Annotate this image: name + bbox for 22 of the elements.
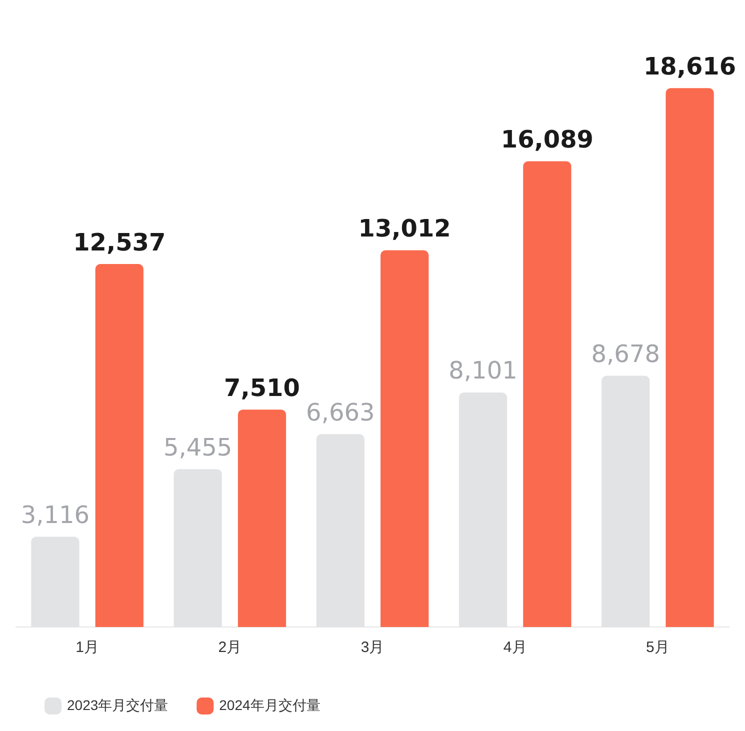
data-label: 3,116 — [20, 501, 90, 530]
x-tick-label: 1月 — [76, 639, 99, 656]
data-label: 18,616 — [643, 52, 736, 80]
data-label: 5,455 — [163, 433, 232, 462]
bar — [238, 410, 286, 627]
bar — [523, 161, 572, 627]
data-label: 7,510 — [224, 374, 300, 402]
data-label: 8,678 — [591, 340, 660, 368]
bar — [380, 250, 429, 627]
data-label: 16,089 — [500, 125, 594, 154]
x-tick-label: 5月 — [646, 639, 670, 656]
x-tick-label: 2月 — [218, 639, 242, 656]
bar — [666, 88, 714, 627]
data-label: 8,101 — [448, 356, 518, 385]
legend-label: 2024年月交付量 — [219, 696, 320, 713]
data-label: 12,537 — [73, 228, 166, 256]
bar — [95, 264, 144, 627]
data-label: 6,663 — [306, 398, 375, 426]
x-tick-label: 4月 — [503, 639, 527, 656]
data-label: 13,012 — [358, 214, 451, 243]
x-tick-label: 3月 — [360, 639, 384, 656]
legend-label: 2023年月交付量 — [67, 696, 168, 713]
